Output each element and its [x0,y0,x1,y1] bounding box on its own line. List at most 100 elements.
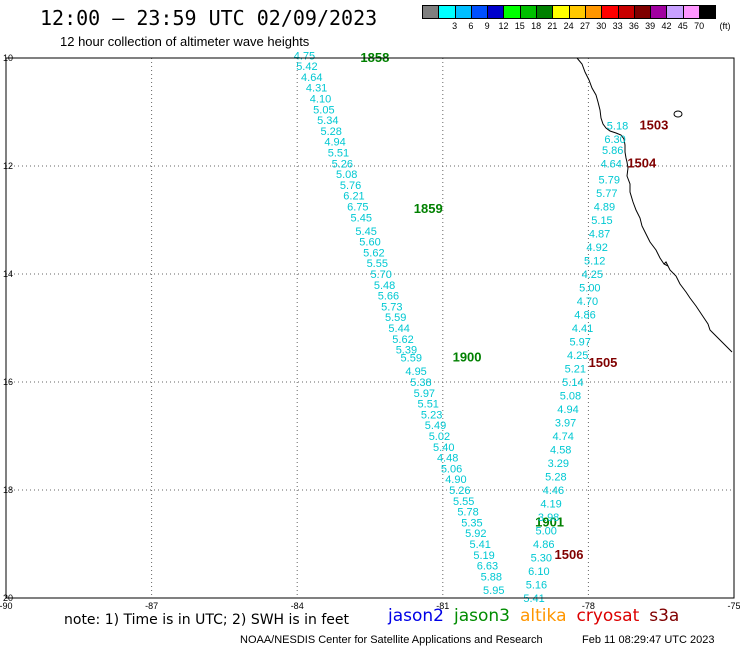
legend-label: 24 [563,21,574,31]
wave-height-value: 4.90 [445,474,466,486]
wave-height-value: 5.70 [370,269,391,281]
wave-height-value: 5.88 [481,571,502,583]
wave-height-value: 5.18 [607,121,628,133]
wave-height-value: 5.59 [385,312,406,324]
x-tick-label: -78 [582,601,595,611]
page-subtitle: 12 hour collection of altimeter wave hei… [60,34,310,49]
wave-height-value: 5.00 [579,283,600,295]
wave-height-value: 5.38 [410,377,431,389]
x-tick-label: -87 [145,601,158,611]
wave-height-value: 5.26 [332,158,353,170]
map-frame [5,57,735,599]
wave-height-value: 5.66 [378,291,399,303]
satellite-name-cryosat: cryosat [576,606,640,626]
wave-height-value: 5.28 [545,472,566,484]
wave-height-value: 5.55 [367,258,388,270]
wave-height-value: 5.41 [469,539,490,551]
wave-height-value: 4.31 [306,83,327,95]
pass-time-label: 1503 [639,118,668,133]
wave-height-value: 6.75 [347,202,368,214]
wave-height-value: 5.79 [599,175,620,187]
wave-height-value: 5.97 [569,337,590,349]
wave-height-value: 5.28 [320,126,341,138]
page-title: 12:00 – 23:59 UTC 02/09/2023 [40,6,378,30]
y-tick-label: 12 [3,161,13,171]
wave-height-value: 4.94 [557,404,578,416]
color-legend [422,5,717,19]
wave-height-value: 4.41 [572,323,593,335]
island-outline [673,110,683,118]
wave-height-value: 5.86 [602,145,623,157]
wave-height-value: 4.25 [567,350,588,362]
wave-height-value: 5.49 [425,420,446,432]
wave-height-value: 4.86 [533,539,554,551]
wave-height-value: 5.97 [414,388,435,400]
x-tick-label: -81 [436,601,449,611]
wave-height-value: 5.41 [523,593,544,605]
wave-height-value: 5.35 [461,517,482,529]
wave-height-value: 5.12 [584,256,605,268]
pass-time-label: 1900 [453,350,482,365]
legend-swatch [699,5,717,19]
credit-text: NOAA/NESDIS Center for Satellite Applica… [240,634,543,646]
wave-height-value: 5.76 [340,180,361,192]
wave-height-value: 5.44 [388,323,409,335]
satellite-name-altika: altika [520,606,567,626]
wave-height-value: 4.92 [586,242,607,254]
wave-height-value: 5.62 [392,334,413,346]
wave-height-value: 5.73 [381,301,402,313]
legend-label: 42 [661,21,672,31]
wave-height-value: 5.23 [421,409,442,421]
legend-label: 30 [596,21,607,31]
wave-height-value: 5.16 [526,580,547,592]
wave-height-value: 5.00 [535,526,556,538]
color-legend-labels: 3 6 9 12 15 18 21 24 27 30 33 36 39 42 45 70 (ft) [422,21,732,33]
footer-note: note: 1) Time is in UTC; 2) SWH is in fe… [64,612,350,628]
satellite-name-jason2: jason2 [388,606,444,626]
wave-height-value: 5.19 [473,550,494,562]
wave-height-value: 5.30 [531,553,552,565]
wave-height-value: 5.26 [449,485,470,497]
wave-height-value: 5.59 [401,353,422,365]
wave-height-value: 5.42 [296,61,317,73]
legend-label: 9 [484,21,490,31]
wave-height-value: 4.89 [594,202,615,214]
legend-label: 39 [645,21,656,31]
wave-height-value: 4.46 [543,485,564,497]
wave-height-value: 4.64 [301,72,322,84]
wave-height-value: 3.98 [538,512,559,524]
legend-label: 70 [694,21,705,31]
satellite-name-jason3: jason3 [454,606,510,626]
x-tick-label: -75 [727,601,740,611]
wave-height-value: 5.78 [457,507,478,519]
x-tick-label: -90 [0,601,13,611]
wave-height-value: 5.48 [374,280,395,292]
wave-height-value: 5.45 [351,212,372,224]
pass-time-label: 1859 [414,201,443,216]
wave-height-value: 5.21 [565,364,586,376]
wave-height-value: 6.30 [604,134,625,146]
track-labels: 4.755.424.644.314.105.055.345.284.945.51… [294,50,669,605]
wave-height-value: 5.45 [355,226,376,238]
legend-label: 33 [612,21,623,31]
wave-height-value: 3.29 [548,458,569,470]
wave-height-value: 5.34 [317,115,338,127]
legend-label: 21 [547,21,558,31]
legend-label: 36 [628,21,639,31]
wave-height-value: 6.10 [528,566,549,578]
wave-height-value: 4.87 [589,229,610,241]
legend-label: 27 [579,21,591,31]
wave-height-value: 6.21 [343,191,364,203]
wave-height-value: 4.74 [552,431,573,443]
x-tick-label: -84 [291,601,304,611]
wave-height-value: 5.51 [418,399,439,411]
wave-height-value: 4.10 [310,94,331,106]
legend-label: 45 [677,21,688,31]
wave-height-value: 4.86 [574,310,595,322]
satellite-legend: jason2 jason3 altika cryosat s3a [388,606,689,626]
legend-unit: (ft) [719,21,731,31]
datestamp-text: Feb 11 08:29:47 UTC 2023 [582,634,715,646]
wave-height-value: 5.60 [359,237,380,249]
wave-height-value: 5.55 [453,496,474,508]
